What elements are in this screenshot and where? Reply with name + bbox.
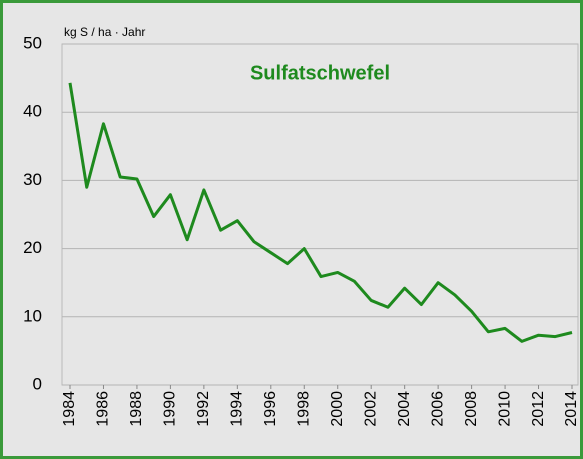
y-axis-label: kg S / ha · Jahr	[64, 25, 145, 39]
x-tick-label: 2010	[496, 391, 513, 427]
x-tick-label: 2002	[362, 391, 379, 427]
x-tick-label: 1984	[61, 391, 78, 427]
x-tick-label: 2008	[463, 391, 480, 427]
x-tick-label: 2014	[563, 391, 580, 427]
x-tick-label: 1996	[262, 391, 279, 427]
y-tick-label: 20	[23, 238, 42, 257]
data-line	[68, 82, 573, 343]
x-tick-label: 2006	[429, 391, 446, 427]
x-tick-label: 1986	[95, 391, 112, 427]
x-tick-label: 1994	[229, 391, 246, 427]
x-tick-label: 2012	[530, 391, 547, 427]
plot-area	[61, 43, 579, 386]
chart-title: Sulfatschwefel	[250, 62, 390, 84]
x-tick-label: 2000	[329, 391, 346, 427]
x-tick-label: 1988	[128, 391, 145, 427]
y-tick-label: 0	[33, 374, 42, 393]
x-tick-label: 1998	[295, 391, 312, 427]
x-tick-label: 1990	[162, 391, 179, 427]
y-tick-label: 50	[23, 33, 42, 52]
y-tick-label: 10	[23, 306, 42, 325]
y-tick-label: 40	[23, 102, 42, 121]
x-tick-label: 1992	[195, 391, 212, 427]
y-tick-label: 30	[23, 170, 42, 189]
x-tick-label: 2004	[396, 391, 413, 427]
